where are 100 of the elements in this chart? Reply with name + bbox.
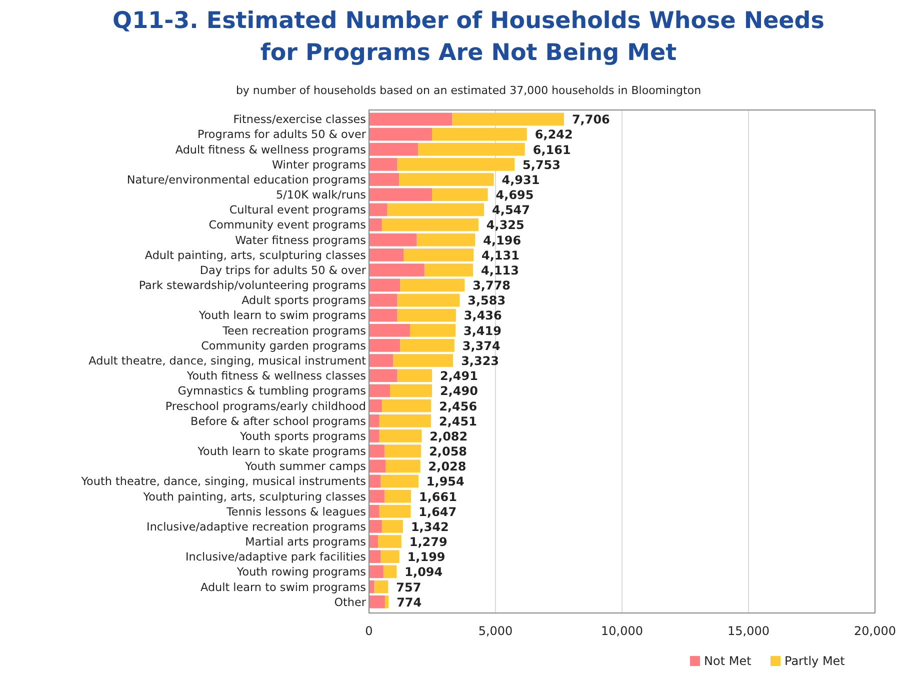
bar <box>397 294 460 307</box>
total-label: 4,113 <box>481 264 520 278</box>
bar <box>384 595 389 608</box>
y-tick-label: Youth learn to swim programs <box>198 309 366 322</box>
total-label: 1,094 <box>404 565 443 580</box>
y-tick-label: Youth fitness & wellness classes <box>186 370 366 383</box>
bar <box>369 294 398 307</box>
y-tick-label: Martial arts programs <box>245 536 366 548</box>
bar <box>387 203 484 216</box>
total-label: 7,706 <box>572 112 610 127</box>
bar <box>452 112 564 126</box>
total-label: 4,695 <box>496 188 534 202</box>
bar <box>369 308 398 322</box>
bar <box>369 128 432 141</box>
bar <box>416 233 476 246</box>
y-tick-label: Inclusive/adaptive park facilities <box>186 550 366 564</box>
bar <box>369 595 385 608</box>
total-label: 757 <box>396 580 422 594</box>
bar <box>410 324 456 337</box>
total-label: 2,082 <box>430 429 468 444</box>
total-label: 4,196 <box>483 233 522 248</box>
bar <box>369 535 378 548</box>
y-tick-label: Community event programs <box>208 218 366 232</box>
total-label: 2,490 <box>440 384 478 398</box>
bar <box>380 474 418 488</box>
y-tick-label: Community garden programs <box>201 339 366 352</box>
y-tick-label: Teen recreation programs <box>222 324 366 338</box>
bar <box>369 520 382 533</box>
y-tick-label: Tennis lessons & leagues <box>226 505 366 518</box>
total-label: 3,583 <box>468 294 506 308</box>
bar <box>369 580 374 594</box>
bar <box>369 158 398 171</box>
total-label: 4,931 <box>502 173 540 187</box>
bar <box>379 414 432 428</box>
bar <box>400 339 454 352</box>
y-tick-label: Youth theatre, dance, singing, musical instruments <box>80 475 366 488</box>
bar <box>383 565 397 578</box>
y-tick-label: Adult learn to swim programs <box>200 580 366 594</box>
y-tick-label: Youth sports programs <box>238 430 366 443</box>
y-tick-label: Before & after school programs <box>190 414 366 428</box>
bar <box>378 535 402 548</box>
bar <box>400 278 465 292</box>
bar <box>386 460 420 472</box>
bar <box>369 550 381 563</box>
bar <box>384 490 412 503</box>
y-tick-label: Water fitness programs <box>235 234 366 247</box>
legend-label: Not Met <box>704 654 752 668</box>
bar <box>369 504 380 518</box>
bar <box>369 264 424 276</box>
y-tick-label: 5/10K walk/runs <box>276 188 366 202</box>
bar <box>397 158 515 171</box>
bar <box>369 430 380 442</box>
bar <box>369 233 417 246</box>
bar <box>369 324 410 337</box>
total-label: 1,661 <box>419 490 457 504</box>
x-tick-label: 10,000 <box>601 624 643 638</box>
total-label: 2,028 <box>428 460 466 474</box>
bar <box>369 112 452 126</box>
bar <box>382 399 432 412</box>
x-tick-label: 15,000 <box>728 624 770 638</box>
total-label: 3,436 <box>464 308 502 323</box>
bar <box>369 565 384 578</box>
total-label: 3,323 <box>461 354 500 368</box>
y-tick-label: Programs for adults 50 & over <box>198 128 366 142</box>
bar <box>369 354 394 367</box>
total-label: 1,199 <box>407 550 446 564</box>
bar <box>379 504 411 518</box>
y-tick-label: Adult fitness & wellness programs <box>175 143 366 156</box>
y-tick-label: Inclusive/adaptive recreation programs <box>146 520 366 534</box>
total-label: 1,342 <box>410 520 449 534</box>
bar <box>393 354 454 367</box>
bar <box>369 399 382 412</box>
total-label: 2,058 <box>429 444 468 458</box>
total-label: 2,456 <box>439 399 478 414</box>
x-tick-label: 0 <box>365 624 373 638</box>
total-label: 3,374 <box>462 338 500 353</box>
chart-title: Q11-3. Estimated Number of Households Whose Needs for Programs Are Not Being Met <box>112 8 824 66</box>
bar <box>399 173 494 186</box>
y-tick-label: Adult sports programs <box>242 294 366 308</box>
bar <box>369 460 386 472</box>
y-tick-label: Youth summer camps <box>244 460 366 474</box>
bar <box>369 474 381 488</box>
total-label: 774 <box>396 595 422 610</box>
total-label: 1,279 <box>409 535 448 549</box>
bar <box>432 128 527 141</box>
bar <box>369 218 382 232</box>
bar <box>374 580 388 594</box>
bar <box>369 142 418 156</box>
y-tick-label: Cultural event programs <box>229 204 366 217</box>
total-label: 4,547 <box>492 203 530 218</box>
y-tick-label: Adult painting, arts, sculpturing classes <box>144 248 366 262</box>
bar <box>369 188 432 201</box>
total-label: 3,419 <box>464 324 502 338</box>
y-tick-label: Other <box>334 596 366 609</box>
total-label: 6,242 <box>534 128 573 142</box>
y-tick-label: Adult theatre, dance, singing, musical instrument <box>88 354 367 368</box>
bar <box>380 550 400 563</box>
bar <box>369 384 390 398</box>
bar <box>382 218 478 232</box>
bar <box>369 490 384 503</box>
